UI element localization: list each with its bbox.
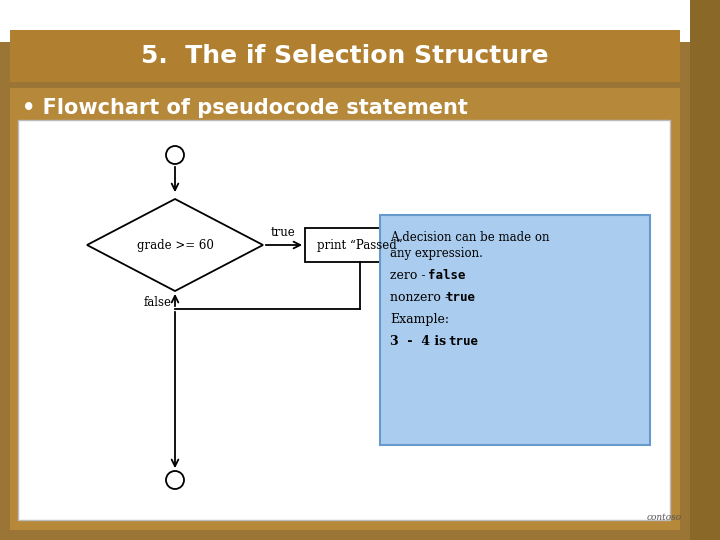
Text: • Flowchart of pseudocode statement: • Flowchart of pseudocode statement xyxy=(22,98,468,118)
FancyBboxPatch shape xyxy=(10,30,680,82)
Text: grade >= 60: grade >= 60 xyxy=(137,239,213,252)
Text: true: true xyxy=(271,226,296,239)
Text: A decision can be made on: A decision can be made on xyxy=(390,231,549,244)
Text: false: false xyxy=(144,296,172,309)
FancyBboxPatch shape xyxy=(18,120,670,520)
Text: true: true xyxy=(448,335,478,348)
FancyBboxPatch shape xyxy=(10,88,680,530)
Text: false: false xyxy=(428,269,466,282)
Text: contoso: contoso xyxy=(647,514,682,523)
Text: nonzero -: nonzero - xyxy=(390,291,453,304)
FancyBboxPatch shape xyxy=(690,0,720,540)
FancyBboxPatch shape xyxy=(305,228,415,262)
Text: true: true xyxy=(445,291,475,304)
FancyBboxPatch shape xyxy=(380,215,650,445)
Text: print “Passed”: print “Passed” xyxy=(317,239,403,252)
Text: 5.  The if Selection Structure: 5. The if Selection Structure xyxy=(141,44,549,68)
Text: zero -: zero - xyxy=(390,269,430,282)
FancyBboxPatch shape xyxy=(0,0,690,42)
Text: 3  -  4 is: 3 - 4 is xyxy=(390,335,451,348)
Text: Example:: Example: xyxy=(390,313,449,326)
Text: any expression.: any expression. xyxy=(390,247,483,260)
